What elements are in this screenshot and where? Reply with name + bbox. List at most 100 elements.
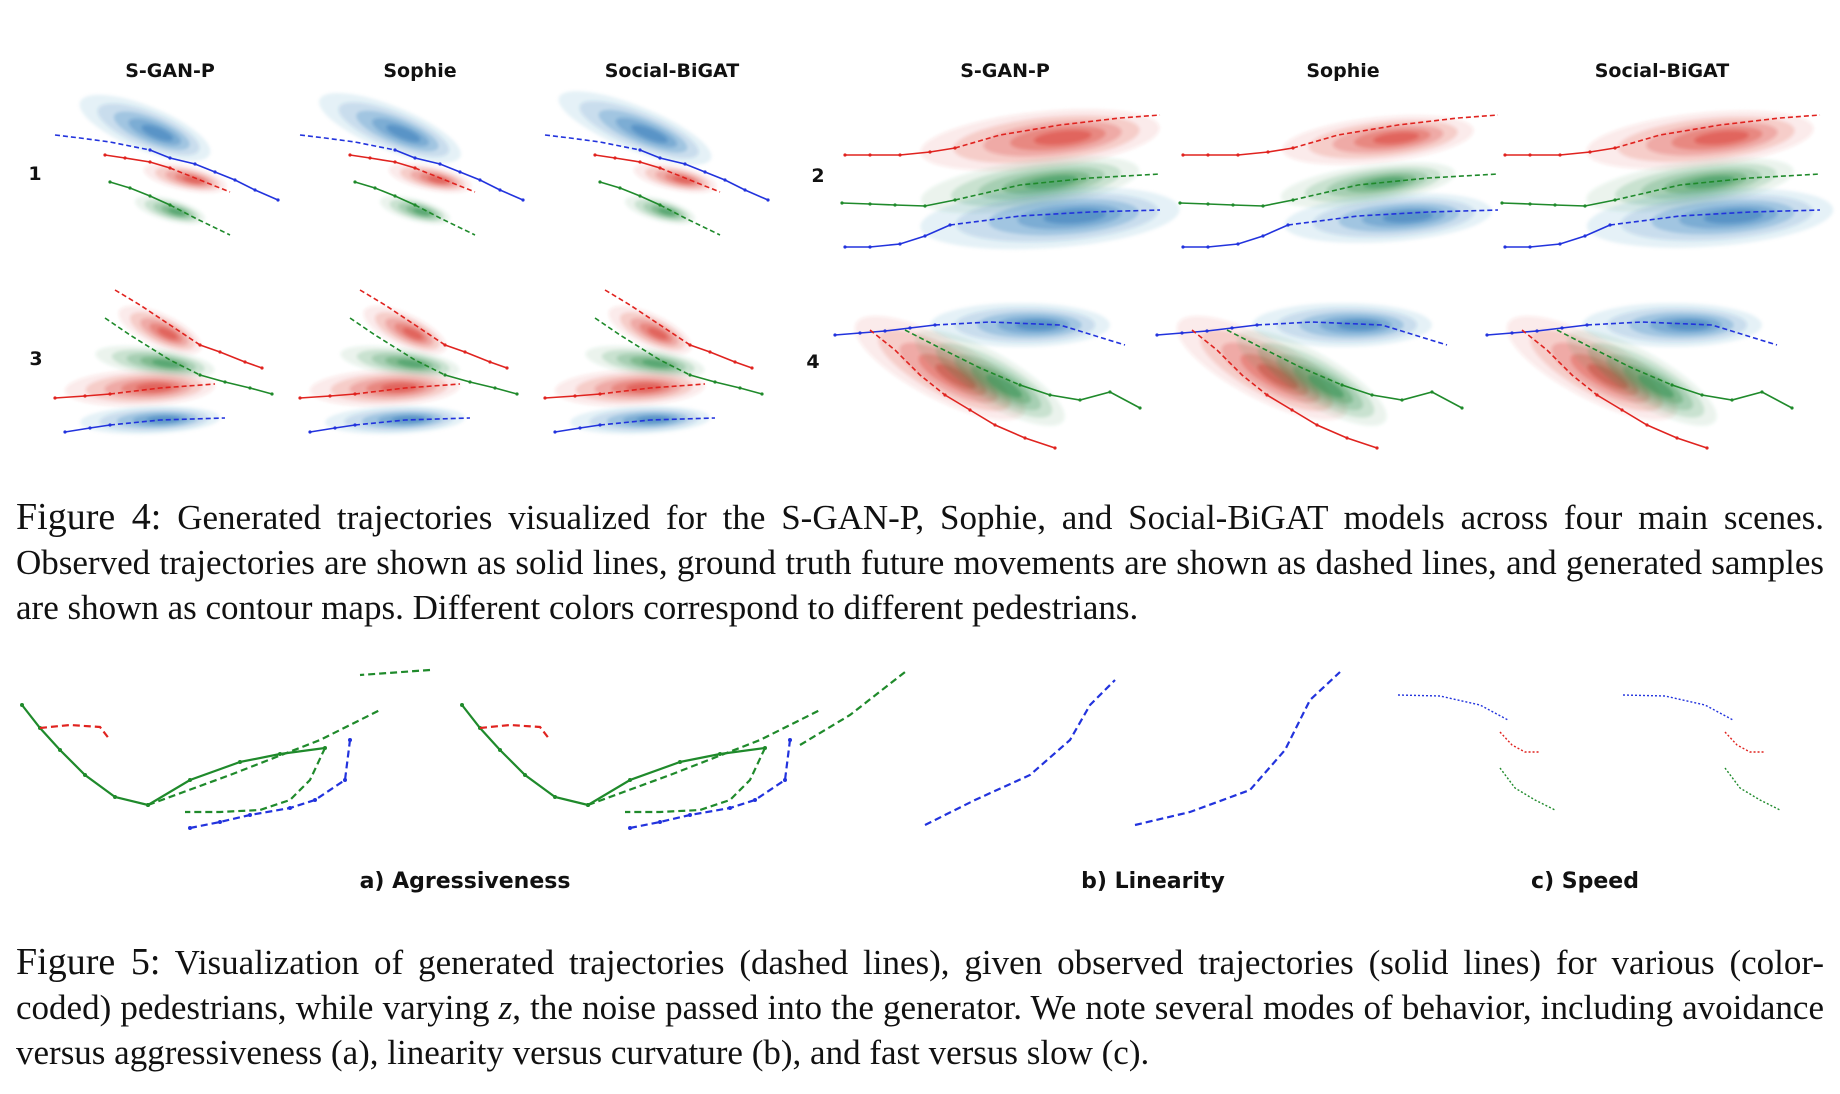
trajectory-point bbox=[628, 826, 632, 830]
red-trajectory bbox=[103, 153, 231, 193]
blue-contour bbox=[920, 186, 1180, 250]
green-trajectory bbox=[349, 317, 519, 396]
observed-point bbox=[638, 160, 642, 164]
blue-trajectory bbox=[308, 417, 471, 434]
observed-point bbox=[88, 426, 92, 430]
observed-point bbox=[353, 180, 357, 184]
contour-level-5 bbox=[1638, 374, 1674, 398]
observed-point bbox=[1053, 446, 1057, 450]
figure4-panels bbox=[53, 91, 1834, 450]
contour-level-5 bbox=[1363, 177, 1406, 189]
observed-point bbox=[493, 386, 497, 390]
green-generated-curve bbox=[625, 747, 766, 814]
scene1-panel-sophie bbox=[299, 92, 525, 236]
trajectory-point bbox=[313, 798, 317, 802]
contour-level-5 bbox=[427, 176, 448, 184]
green-trajectory bbox=[1556, 329, 1794, 410]
observed-point bbox=[923, 204, 927, 208]
observed-point bbox=[505, 366, 509, 370]
future-trajectory bbox=[354, 383, 461, 395]
observed-point bbox=[1500, 201, 1504, 205]
green-generated-long bbox=[799, 671, 906, 746]
generated-trajectory bbox=[924, 679, 1116, 826]
observed-point bbox=[148, 160, 152, 164]
observed-point bbox=[1261, 204, 1265, 208]
observed-point bbox=[843, 245, 847, 249]
subfigure-label-aggressiveness: a) Agressiveness bbox=[360, 869, 571, 894]
blue-trajectory bbox=[1622, 694, 1734, 721]
observed-point bbox=[1528, 153, 1532, 157]
green-generated-straight bbox=[147, 709, 381, 807]
generated-trajectory bbox=[587, 709, 821, 807]
red-contour-lower bbox=[555, 369, 705, 407]
future-trajectory bbox=[354, 417, 471, 426]
future-trajectory bbox=[544, 134, 641, 151]
green-generated-short bbox=[359, 668, 431, 677]
observed-point bbox=[253, 188, 257, 192]
contour-level-5 bbox=[402, 327, 423, 340]
figure5-caption-text-2: , the noise passed into the generator. W… bbox=[16, 988, 1824, 1072]
observed-point bbox=[723, 178, 727, 182]
future-trajectory bbox=[1609, 209, 1821, 226]
future-trajectory bbox=[54, 134, 151, 151]
subfigure-label-linearity: b) Linearity bbox=[1081, 869, 1225, 894]
observed-point bbox=[1485, 333, 1489, 337]
generated-trajectory bbox=[625, 747, 766, 814]
observed-trajectory bbox=[444, 374, 518, 395]
figure4-caption-label: Figure 4: bbox=[16, 496, 162, 538]
observed-point bbox=[993, 423, 997, 427]
trajectory-point bbox=[188, 778, 192, 782]
observed-point bbox=[733, 360, 737, 364]
contour-level-5 bbox=[672, 176, 693, 184]
observed-point bbox=[373, 186, 377, 190]
green-observed-branch bbox=[146, 746, 327, 807]
future-trajectory bbox=[359, 289, 446, 346]
green-generated-curve bbox=[185, 747, 326, 814]
observed-point bbox=[458, 170, 462, 174]
red-trajectory-upper bbox=[114, 289, 264, 370]
observed-point bbox=[193, 162, 197, 166]
trajectory-point bbox=[288, 806, 292, 810]
observed-point bbox=[233, 178, 237, 182]
column-title-sophie-right: Sophie bbox=[1306, 60, 1379, 82]
figure4-caption-text: Generated trajectories visualized for th… bbox=[16, 498, 1825, 627]
observed-point bbox=[750, 366, 754, 370]
future-trajectory bbox=[1292, 173, 1499, 201]
observed-point bbox=[760, 392, 764, 396]
column-title-sophie-left: Sophie bbox=[383, 60, 456, 82]
future-trajectory bbox=[1614, 173, 1821, 201]
contour-level-5 bbox=[1308, 374, 1344, 398]
observed-point bbox=[270, 392, 274, 396]
observed-point bbox=[243, 360, 247, 364]
observed-point bbox=[1553, 203, 1557, 207]
observed-point bbox=[1528, 245, 1532, 249]
trajectory-point bbox=[628, 778, 632, 782]
row-label-3: 3 bbox=[29, 348, 42, 370]
observed-point bbox=[613, 156, 617, 160]
blue-contour bbox=[930, 303, 1110, 347]
red-contour bbox=[1282, 115, 1474, 165]
observed-point bbox=[223, 380, 227, 384]
future-trajectory bbox=[1521, 329, 1598, 396]
green-trajectory bbox=[1226, 329, 1464, 410]
generated-trajectory bbox=[185, 747, 326, 814]
observed-point bbox=[638, 194, 642, 198]
red-trajectory bbox=[1521, 329, 1709, 450]
observed-point bbox=[128, 186, 132, 190]
observed-point bbox=[498, 188, 502, 192]
observed-point bbox=[83, 394, 87, 398]
future-trajectory bbox=[1556, 329, 1673, 386]
scene3-panel-sgan-p bbox=[53, 289, 274, 435]
future-trajectory bbox=[299, 134, 396, 151]
blue-contour bbox=[558, 91, 712, 165]
contour-level-5 bbox=[168, 208, 185, 216]
row-label-4: 4 bbox=[806, 351, 819, 373]
trajectory-point bbox=[248, 813, 252, 817]
red-contour bbox=[143, 163, 227, 193]
contour-level-5 bbox=[631, 124, 668, 143]
observed-point bbox=[1790, 406, 1794, 410]
observed-point bbox=[1460, 406, 1464, 410]
generated-trajectory bbox=[359, 668, 431, 677]
trajectory-point bbox=[553, 795, 557, 799]
observed-point bbox=[123, 156, 127, 160]
